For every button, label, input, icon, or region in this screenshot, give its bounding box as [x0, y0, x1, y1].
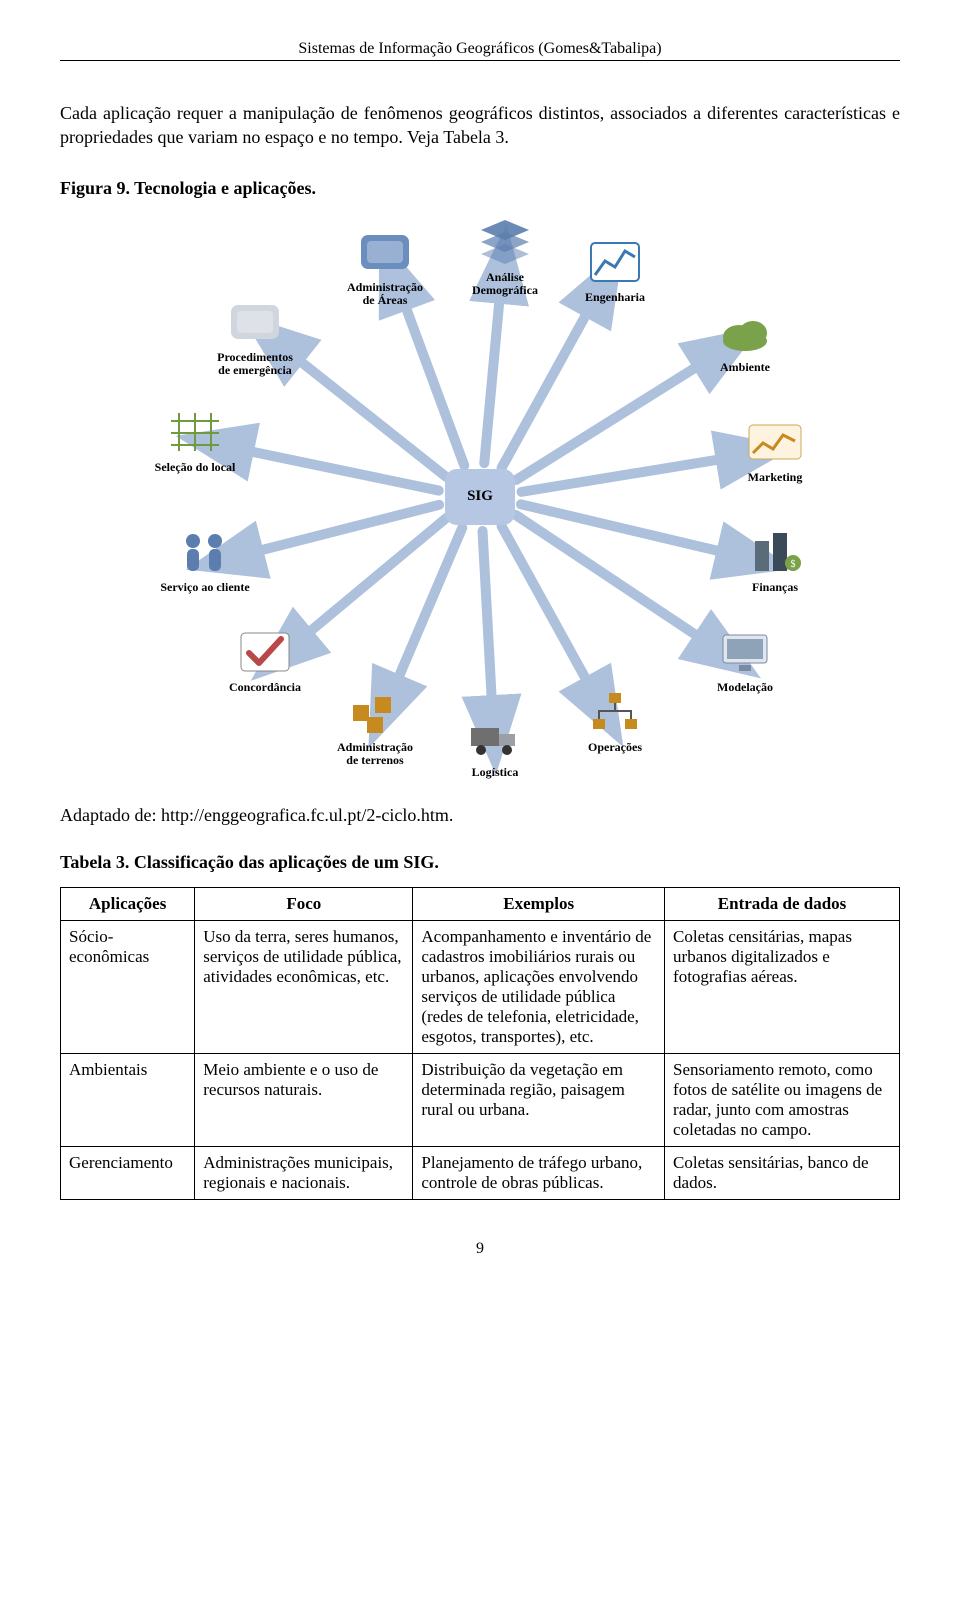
diagram-node: AnáliseDemográfica	[450, 217, 560, 297]
diagram-node-label: Operações	[588, 741, 642, 754]
diagram-node-label: Administraçãode Áreas	[347, 281, 423, 307]
page-number: 9	[60, 1240, 900, 1258]
sig-table: Aplicações Foco Exemplos Entrada de dado…	[60, 887, 900, 1200]
table-cell: Sensoriamento remoto, como fotos de saté…	[665, 1053, 900, 1146]
diagram-node-label: Serviço ao cliente	[160, 581, 249, 594]
diagram-node-icon	[715, 627, 775, 677]
sig-diagram: SIG Administraçãode Áreas AnáliseDemográfi…	[120, 217, 840, 777]
table-cell: Coletas sensitárias, banco de dados.	[665, 1146, 900, 1199]
diagram-node: Seleção do local	[140, 407, 250, 474]
th-foco: Foco	[195, 887, 413, 920]
table-row: AmbientaisMeio ambiente e o uso de recur…	[61, 1053, 900, 1146]
table-cell: Administrações municipais, regionais e n…	[195, 1146, 413, 1199]
table-cell: Uso da terra, seres humanos, serviços de…	[195, 920, 413, 1053]
diagram-node-label: Engenharia	[585, 291, 645, 304]
table-cell: Sócio-econômicas	[61, 920, 195, 1053]
diagram-node: Administraçãode terrenos	[320, 687, 430, 767]
th-aplicacoes: Aplicações	[61, 887, 195, 920]
diagram-node: Serviço ao cliente	[150, 527, 260, 594]
diagram-node-icon	[585, 237, 645, 287]
diagram-node-icon	[345, 687, 405, 737]
diagram-node-icon	[235, 627, 295, 677]
table-cell: Planejamento de tráfego urbano, controle…	[413, 1146, 665, 1199]
table-row: GerenciamentoAdministrações municipais, …	[61, 1146, 900, 1199]
table-row: Sócio-econômicasUso da terra, seres huma…	[61, 920, 900, 1053]
table-cell: Distribuição da vegetação em determinada…	[413, 1053, 665, 1146]
figure-caption: Figura 9. Tecnologia e aplicações.	[60, 178, 900, 199]
diagram-node: $ Finanças	[720, 527, 830, 594]
table-cell: Gerenciamento	[61, 1146, 195, 1199]
diagram-node-label: Logística	[472, 766, 519, 779]
th-exemplos: Exemplos	[413, 887, 665, 920]
diagram-node: Concordância	[210, 627, 320, 694]
diagram-node-label: Procedimentosde emergência	[217, 351, 293, 377]
diagram-node-label: Seleção do local	[155, 461, 236, 474]
diagram-node: Procedimentosde emergência	[200, 297, 310, 377]
diagram-node-icon	[225, 297, 285, 347]
diagram-node-icon: $	[745, 527, 805, 577]
diagram-node-icon	[745, 417, 805, 467]
diagram-node-label: Marketing	[748, 471, 803, 484]
diagram-node-label: Concordância	[229, 681, 301, 694]
svg-text:$: $	[791, 559, 796, 570]
table-cell: Ambientais	[61, 1053, 195, 1146]
diagram-node: Modelação	[690, 627, 800, 694]
diagram-node-icon	[355, 227, 415, 277]
running-header: Sistemas de Informação Geográficos (Gome…	[60, 40, 900, 61]
diagram-node-icon	[715, 307, 775, 357]
diagram-node-icon	[175, 527, 235, 577]
diagram-node-label: Administraçãode terrenos	[337, 741, 413, 767]
diagram-node-icon	[585, 687, 645, 737]
table-caption: Tabela 3. Classificação das aplicações d…	[60, 852, 900, 873]
diagram-node: Administraçãode Áreas	[330, 227, 440, 307]
intro-paragraph: Cada aplicação requer a manipulação de f…	[60, 101, 900, 150]
table-header-row: Aplicações Foco Exemplos Entrada de dado…	[61, 887, 900, 920]
diagram-node: Operações	[560, 687, 670, 754]
diagram-center: SIG	[445, 469, 515, 525]
diagram-node: Ambiente	[690, 307, 800, 374]
th-entrada: Entrada de dados	[665, 887, 900, 920]
diagram-node-label: Modelação	[717, 681, 773, 694]
diagram-node-label: Finanças	[752, 581, 798, 594]
diagram-node: Marketing	[720, 417, 830, 484]
figure-source: Adaptado de: http://enggeografica.fc.ul.…	[60, 805, 900, 826]
diagram-node-label: Ambiente	[720, 361, 770, 374]
diagram-node-icon	[465, 712, 525, 762]
table-cell: Coletas censitárias, mapas urbanos digit…	[665, 920, 900, 1053]
table-cell: Acompanhamento e inventário de cadastros…	[413, 920, 665, 1053]
diagram-node: Engenharia	[560, 237, 670, 304]
diagram-node-icon	[475, 217, 535, 267]
diagram-node-label: AnáliseDemográfica	[472, 271, 538, 297]
diagram-node-icon	[165, 407, 225, 457]
diagram-node: Logística	[440, 712, 550, 779]
table-cell: Meio ambiente e o uso de recursos natura…	[195, 1053, 413, 1146]
